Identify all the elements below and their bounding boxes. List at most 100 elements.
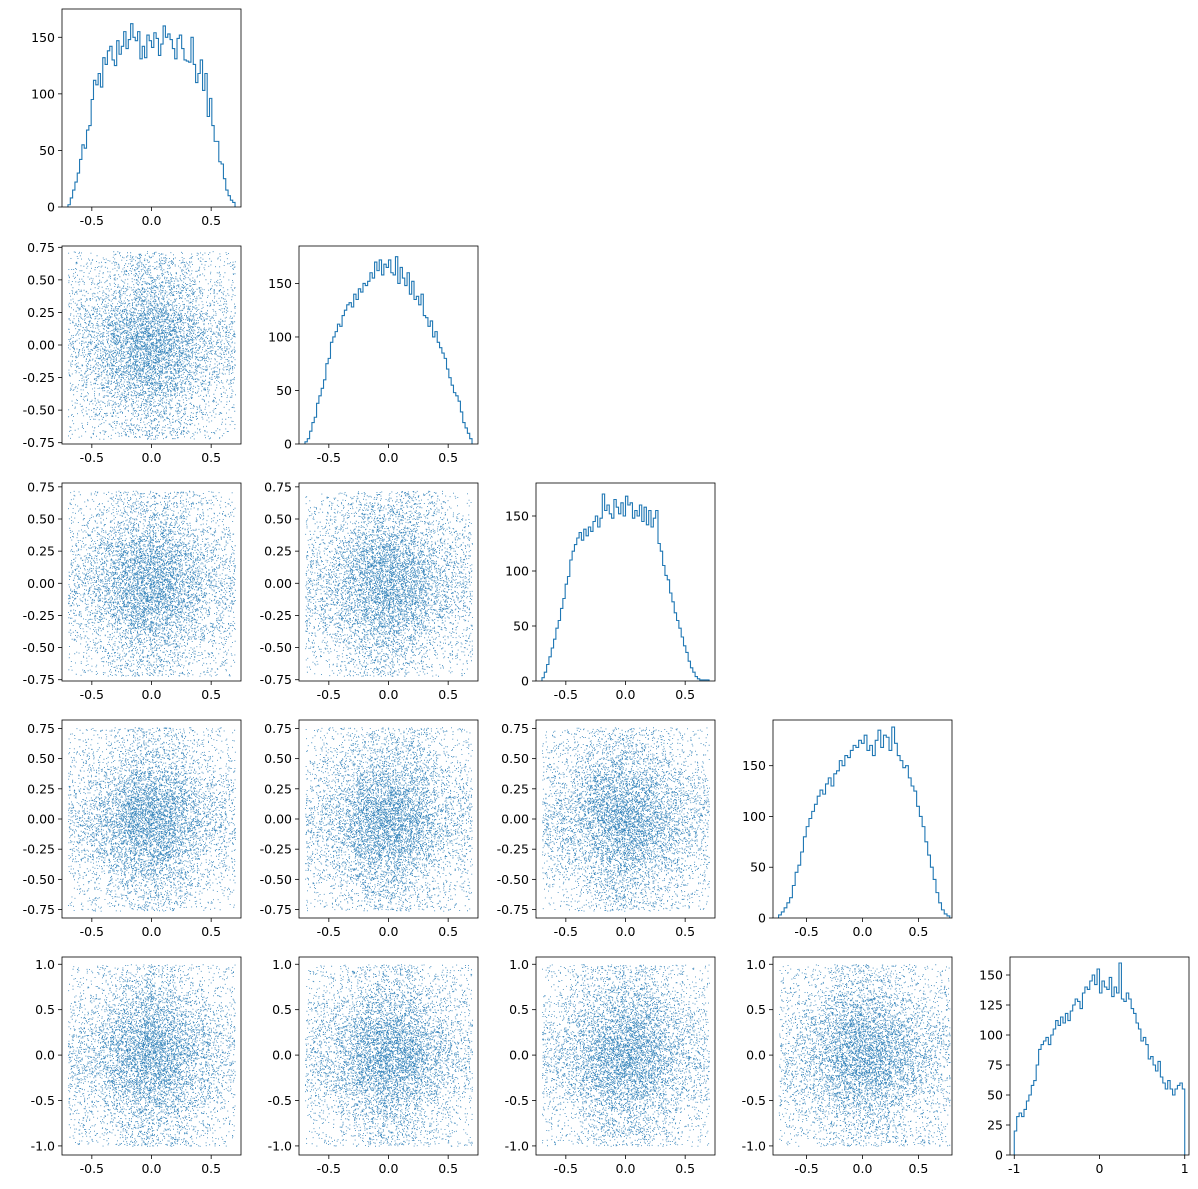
y-tick-label: 0.50 — [264, 512, 292, 527]
y-tick-label: -0.50 — [23, 403, 55, 418]
y-tick-label: -0.5 — [742, 1093, 766, 1108]
histogram-area — [67, 23, 236, 207]
x-tick-label: -0.5 — [80, 924, 104, 939]
panel-scatter-5-3: -0.5 0.0 0.5 -1.0 -0.5 0.0 0.5 1.0 — [505, 956, 716, 1176]
y-tick-label: -1.0 — [505, 1138, 529, 1153]
x-tick-label: 0.0 — [379, 687, 399, 702]
panel-scatter-4-1: -0.5 0.0 0.5 -0.75 -0.50 -0.25 0.00 0.25 0.50 0.7… — [23, 719, 242, 939]
axes-frame — [298, 245, 479, 445]
y-tick-label: 0.25 — [27, 544, 55, 559]
y-tick-label: -0.50 — [497, 872, 529, 887]
y-tick-label: 0.75 — [501, 721, 529, 736]
panel-scatter-3-2: -0.5 0.0 0.5 -0.75 -0.50 -0.25 0.00 0.25 0.50 0.7… — [260, 479, 479, 702]
x-tick-label: -0.5 — [317, 1161, 341, 1176]
y-tick-label: 0.00 — [264, 812, 292, 827]
x-tick-label: 0.5 — [438, 1161, 458, 1176]
x-tick-label: -0.5 — [794, 924, 818, 939]
y-tick-label: 0.00 — [27, 812, 55, 827]
panel-hist-5: -1 0 1 0 25 50 75 100 125 150 — [979, 956, 1190, 1176]
panel-hist-3: -0.5 0.0 0.5 0 50 100 150 — [505, 482, 716, 702]
y-tick-label: -1.0 — [31, 1138, 55, 1153]
x-tick-label: 0.5 — [908, 1161, 928, 1176]
axes-frame — [61, 245, 242, 445]
x-tick-label: 0.5 — [438, 450, 458, 465]
scatter-area — [68, 964, 236, 1147]
y-tick-label: 0.50 — [264, 751, 292, 766]
scatter-area — [68, 727, 236, 912]
histogram-step-line — [1013, 962, 1186, 1155]
histogram-step-line — [67, 23, 236, 207]
panel-scatter-3-1: -0.5 0.0 0.5 -0.75 -0.50 -0.25 0.00 0.25 0.50 0.7… — [23, 479, 242, 702]
x-tick-label: -0.5 — [554, 1161, 578, 1176]
x-tick-label: 0.5 — [675, 924, 695, 939]
panel-hist-1: -0.5 0.0 0.5 0 50 100 150 — [31, 8, 242, 228]
x-tick-label: 0.5 — [201, 213, 221, 228]
y-tick-label: 0.50 — [27, 272, 55, 287]
x-tick-label: 0.0 — [142, 1161, 162, 1176]
y-tick-label: 25 — [987, 1118, 1003, 1133]
x-tick-label: 0.0 — [142, 213, 162, 228]
y-tick-label: -0.25 — [260, 842, 292, 857]
y-tick-label: 1.0 — [272, 957, 292, 972]
panel-scatter-4-3: -0.5 0.0 0.5 -0.75 -0.50 -0.25 0.00 0.25 0.50 0.7… — [497, 719, 716, 939]
x-tick-label: 0.0 — [853, 924, 873, 939]
x-tick-label: 0.0 — [142, 924, 162, 939]
y-tick-label: -0.75 — [23, 902, 55, 917]
y-tick-label: 1.0 — [509, 957, 529, 972]
panel-scatter-5-4: -0.5 0.0 0.5 -1.0 -0.5 0.0 0.5 1.0 — [742, 956, 953, 1176]
scatter-points — [68, 251, 236, 440]
y-tick-label: 50 — [513, 619, 529, 634]
y-tick-label: -0.25 — [23, 608, 55, 623]
histogram-area — [541, 493, 710, 681]
scatter-area — [542, 964, 710, 1147]
scatter-points — [778, 964, 951, 1147]
x-tick-label: 0.0 — [616, 687, 636, 702]
y-tick-label: 1.0 — [35, 957, 55, 972]
y-tick-label: 0.75 — [264, 479, 292, 494]
y-tick-label: 100 — [268, 329, 292, 344]
y-tick-label: 0.25 — [264, 781, 292, 796]
x-tick-label: -1 — [1008, 1161, 1020, 1176]
y-tick-label: 75 — [987, 1058, 1003, 1073]
panel-scatter-5-1: -0.5 0.0 0.5 -1.0 -0.5 0.0 0.5 1.0 — [31, 956, 242, 1176]
y-tick-label: 50 — [276, 383, 292, 398]
histogram-step-line — [778, 726, 951, 918]
y-tick-label: -0.75 — [497, 902, 529, 917]
x-tick-label: 0.0 — [379, 1161, 399, 1176]
scatter-points — [542, 964, 710, 1147]
histogram-area — [778, 726, 951, 918]
scatter-area — [778, 964, 951, 1147]
y-tick-label: -1.0 — [742, 1138, 766, 1153]
x-tick-label: -0.5 — [317, 450, 341, 465]
histogram-area — [1013, 962, 1186, 1155]
y-tick-label: -0.75 — [23, 435, 55, 450]
scatter-points — [305, 964, 473, 1147]
x-tick-label: -0.5 — [317, 687, 341, 702]
x-tick-label: 0.5 — [201, 924, 221, 939]
histogram-area — [304, 256, 473, 444]
x-tick-label: 0.0 — [616, 924, 636, 939]
scatter-points — [68, 727, 236, 912]
x-tick-label: -0.5 — [80, 687, 104, 702]
axes-frame — [772, 719, 953, 919]
y-tick-label: 0.0 — [509, 1048, 529, 1063]
y-tick-label: 0.50 — [27, 512, 55, 527]
y-tick-label: -0.5 — [31, 1093, 55, 1108]
y-tick-label: -1.0 — [268, 1138, 292, 1153]
y-tick-label: 0.00 — [501, 812, 529, 827]
x-tick-label: -0.5 — [794, 1161, 818, 1176]
x-tick-label: 0.5 — [438, 687, 458, 702]
scatter-area — [68, 490, 236, 677]
y-tick-label: 0.25 — [27, 305, 55, 320]
y-tick-label: 100 — [31, 86, 55, 101]
x-tick-label: 0.0 — [853, 1161, 873, 1176]
x-tick-label: -0.5 — [80, 1161, 104, 1176]
y-tick-label: -0.50 — [23, 872, 55, 887]
y-tick-label: 0 — [521, 674, 529, 689]
y-tick-label: 0.5 — [272, 1002, 292, 1017]
y-tick-label: 100 — [979, 1028, 1003, 1043]
y-tick-label: 0.00 — [27, 576, 55, 591]
y-tick-label: -0.25 — [23, 370, 55, 385]
x-tick-label: 0.0 — [142, 687, 162, 702]
